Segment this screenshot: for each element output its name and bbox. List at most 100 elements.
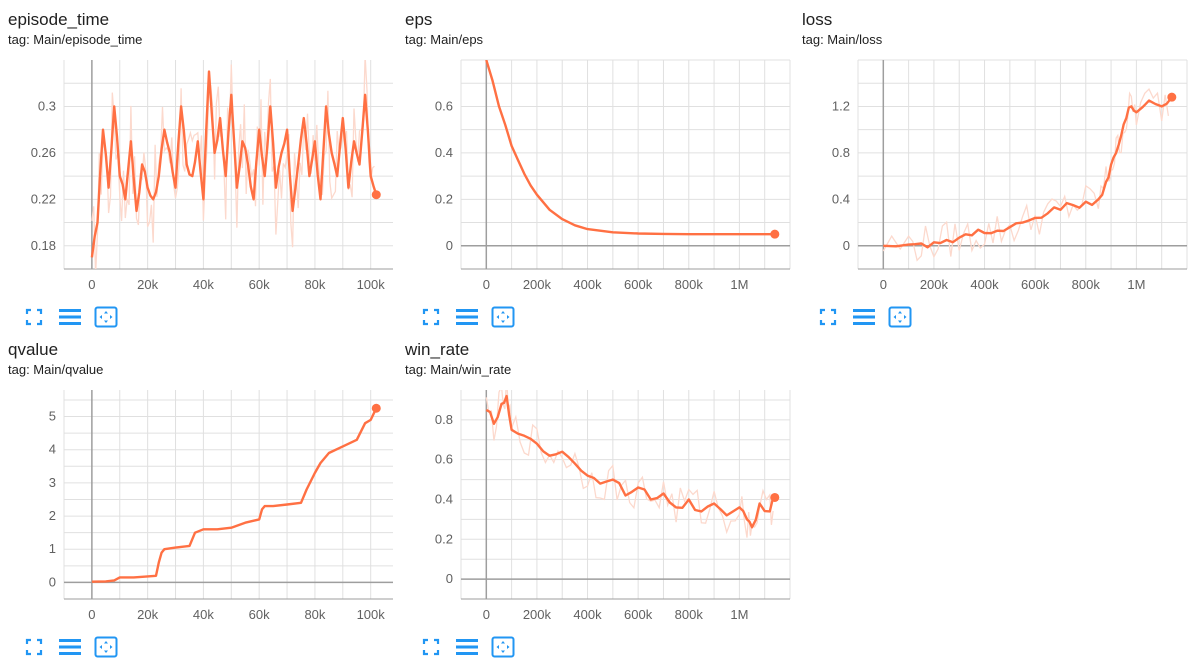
chart-title: eps xyxy=(405,10,433,29)
chart-tag: tag: Main/episode_time xyxy=(8,32,143,47)
x-tick-label: 800k xyxy=(1072,277,1101,292)
chart-toolbar xyxy=(22,306,118,328)
x-tick-label: 60k xyxy=(249,277,270,292)
x-tick-label: 0 xyxy=(880,277,887,292)
y-tick-label: 1.2 xyxy=(832,98,850,113)
fit-domain-icon[interactable] xyxy=(491,306,515,328)
y-tick-label: 0.2 xyxy=(435,191,453,206)
chart-toolbar xyxy=(22,636,118,658)
fullscreen-icon[interactable] xyxy=(22,306,46,328)
x-tick-label: 1M xyxy=(730,607,748,622)
fullscreen-icon[interactable] xyxy=(816,306,840,328)
y-tick-label: 0.22 xyxy=(31,191,56,206)
fit-domain-icon[interactable] xyxy=(491,636,515,658)
y-tick-label: 0 xyxy=(446,238,453,253)
series-end-point xyxy=(371,403,381,413)
chart-tag: tag: Main/loss xyxy=(802,32,883,47)
fullscreen-icon[interactable] xyxy=(419,306,443,328)
toggle-log-scale-icon[interactable] xyxy=(58,636,82,658)
chart-tag: tag: Main/win_rate xyxy=(405,362,512,377)
toggle-log-scale-icon[interactable] xyxy=(58,306,82,328)
y-tick-label: 0.3 xyxy=(38,98,56,113)
chart-title: qvalue xyxy=(8,340,59,359)
raw-series-line xyxy=(485,390,774,538)
x-tick-label: 200k xyxy=(920,277,949,292)
x-tick-label: 1M xyxy=(1127,277,1145,292)
y-tick-label: 0.4 xyxy=(832,191,850,206)
x-tick-label: 80k xyxy=(304,277,325,292)
chart-card-win-rate: win_rate tag: Main/win_rate 0 200k 400k 600k 8… xyxy=(405,340,797,660)
series-line xyxy=(90,70,378,258)
x-tick-label: 20k xyxy=(137,607,158,622)
fit-domain-icon[interactable] xyxy=(94,306,118,328)
y-tick-label: 0.8 xyxy=(435,412,453,427)
x-tick-label: 200k xyxy=(523,607,552,622)
y-tick-label: 0 xyxy=(446,571,453,586)
series-line xyxy=(485,394,776,529)
y-tick-label: 0.6 xyxy=(435,452,453,467)
series-end-point xyxy=(1167,92,1177,102)
y-tick-label: 0.6 xyxy=(435,98,453,113)
chart-card-loss: loss tag: Main/loss 0 200k 400k 600k 800k 1M 0 0.… xyxy=(802,10,1194,330)
raw-series-line xyxy=(882,87,1170,262)
raw-series-line xyxy=(91,60,375,269)
y-tick-label: 4 xyxy=(49,442,56,457)
x-tick-label: 60k xyxy=(249,607,270,622)
series-end-point xyxy=(770,229,780,239)
x-tick-label: 800k xyxy=(675,607,704,622)
y-tick-label: 0.2 xyxy=(435,531,453,546)
x-tick-label: 600k xyxy=(624,607,653,622)
chart-card-eps: eps tag: Main/eps 0 200k 400k 600k 800k 1M 0 0.2 0… xyxy=(405,10,797,330)
chart-tag: tag: Main/eps xyxy=(405,32,484,47)
x-tick-label: 1M xyxy=(730,277,748,292)
x-tick-label: 600k xyxy=(1021,277,1050,292)
chart-plot: 0 200k 400k 600k 800k 1M 0 0.2 0.4 0.6 xyxy=(435,59,791,292)
x-tick-label: 20k xyxy=(137,277,158,292)
chart-plot: 0 20k 40k 60k 80k 100k 0.18 0.22 0.26 0.3 xyxy=(31,60,393,292)
chart-plot: 0 20k 40k 60k 80k 100k 0 1 2 3 4 5 xyxy=(49,390,393,622)
x-tick-label: 600k xyxy=(624,277,653,292)
x-tick-label: 40k xyxy=(193,277,214,292)
toggle-log-scale-icon[interactable] xyxy=(455,636,479,658)
chart-plot: 0 200k 400k 600k 800k 1M 0 0.2 0.4 0.6 0.8 xyxy=(435,390,791,622)
x-tick-label: 400k xyxy=(573,607,602,622)
x-tick-label: 0 xyxy=(88,607,95,622)
y-tick-label: 3 xyxy=(49,475,56,490)
y-tick-label: 0.8 xyxy=(832,145,850,160)
chart-title: episode_time xyxy=(8,10,110,29)
toggle-log-scale-icon[interactable] xyxy=(852,306,876,328)
x-tick-label: 0 xyxy=(483,277,490,292)
series-line xyxy=(485,60,775,236)
x-tick-label: 0 xyxy=(88,277,95,292)
fit-domain-icon[interactable] xyxy=(94,636,118,658)
y-tick-label: 2 xyxy=(49,508,56,523)
x-tick-label: 400k xyxy=(573,277,602,292)
toggle-log-scale-icon[interactable] xyxy=(455,306,479,328)
x-tick-label: 100k xyxy=(357,607,386,622)
series-end-point xyxy=(770,492,780,502)
fit-domain-icon[interactable] xyxy=(888,306,912,328)
y-tick-label: 0.4 xyxy=(435,145,453,160)
x-tick-label: 200k xyxy=(523,277,552,292)
series-line xyxy=(91,407,378,583)
fullscreen-icon[interactable] xyxy=(419,636,443,658)
chart-title: loss xyxy=(802,10,833,29)
x-tick-label: 0 xyxy=(483,607,490,622)
chart-plot: 0 200k 400k 600k 800k 1M 0 0.4 0.8 1.2 xyxy=(832,59,1188,292)
y-tick-label: 0.4 xyxy=(435,491,453,506)
series-line xyxy=(883,96,1173,249)
x-tick-label: 400k xyxy=(970,277,999,292)
y-tick-label: 0 xyxy=(49,574,56,589)
chart-toolbar xyxy=(419,306,515,328)
x-tick-label: 40k xyxy=(193,607,214,622)
x-tick-label: 80k xyxy=(304,607,325,622)
chart-card-qvalue: qvalue tag: Main/qvalue 0 20k 40k 60k 80k 100k 0… xyxy=(8,340,400,660)
x-tick-label: 800k xyxy=(675,277,704,292)
y-tick-label: 0.26 xyxy=(31,145,56,160)
fullscreen-icon[interactable] xyxy=(22,636,46,658)
chart-title: win_rate xyxy=(405,340,470,359)
y-tick-label: 5 xyxy=(49,409,56,424)
chart-tag: tag: Main/qvalue xyxy=(8,362,104,377)
y-tick-label: 0 xyxy=(843,238,850,253)
y-tick-label: 1 xyxy=(49,541,56,556)
